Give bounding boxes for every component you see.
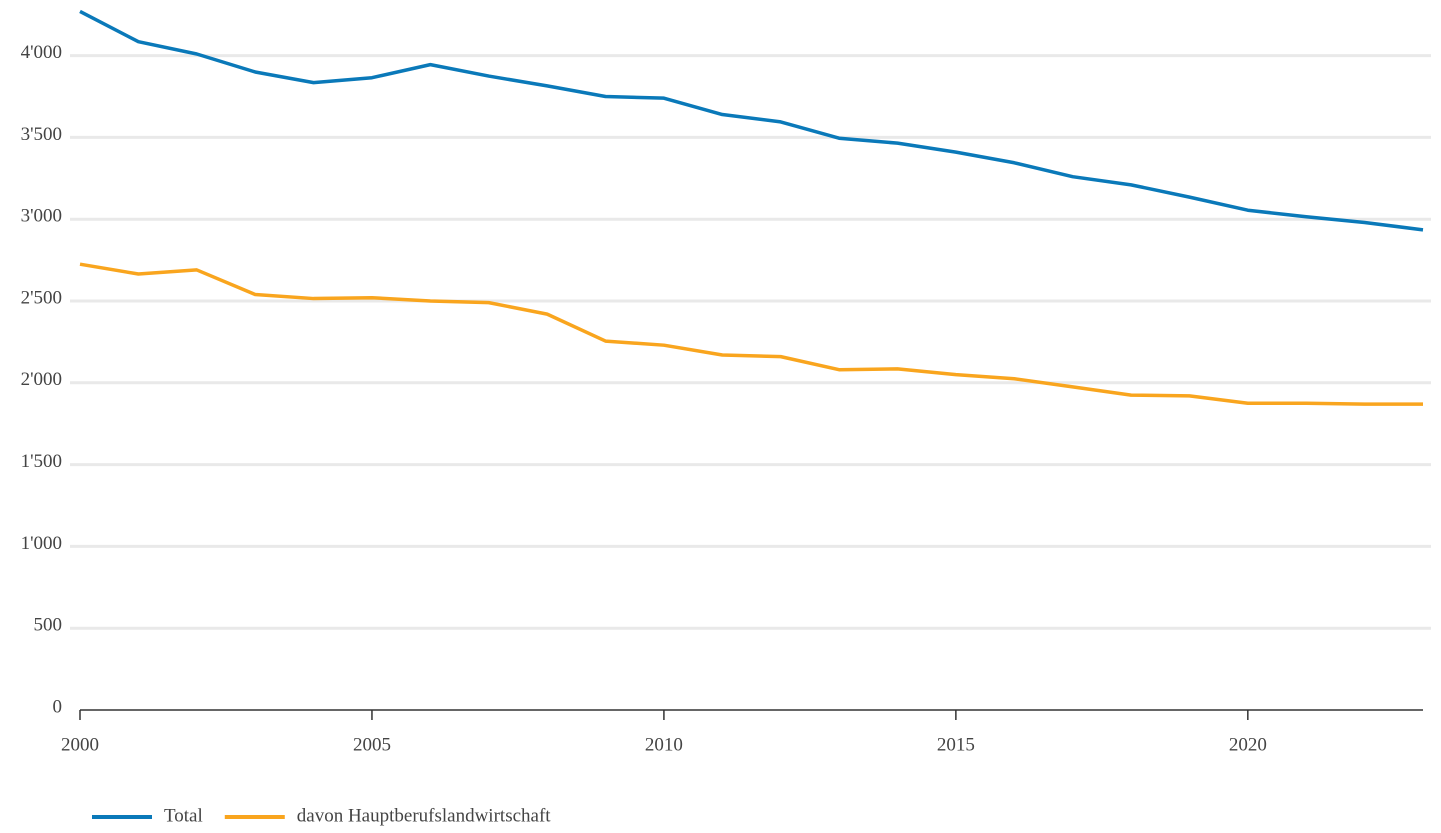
y-tick-label: 0 — [53, 696, 63, 717]
y-tick-label: 2'500 — [21, 287, 62, 308]
y-tick-label: 500 — [34, 615, 63, 636]
y-tick-label: 2'000 — [21, 369, 62, 390]
y-tick-label: 3'500 — [21, 124, 62, 145]
line — [79, 9, 1424, 232]
x-tick-label: 2015 — [937, 734, 975, 755]
x-tick-label: 2000 — [61, 734, 99, 755]
y-tick-label: 3'000 — [21, 206, 62, 227]
x-tick-label: 2020 — [1229, 734, 1267, 755]
x-tick-label: 2005 — [353, 734, 391, 755]
line — [79, 262, 1423, 406]
legend-label: davon Hauptberufslandwirtschaft — [297, 805, 552, 826]
y-tick-label: 1'500 — [21, 451, 62, 472]
x-tick-label: 2010 — [645, 734, 683, 755]
y-tick-label: 1'000 — [21, 533, 62, 554]
y-tick-label: 4'000 — [21, 42, 62, 63]
legend-label: Total — [164, 805, 203, 826]
